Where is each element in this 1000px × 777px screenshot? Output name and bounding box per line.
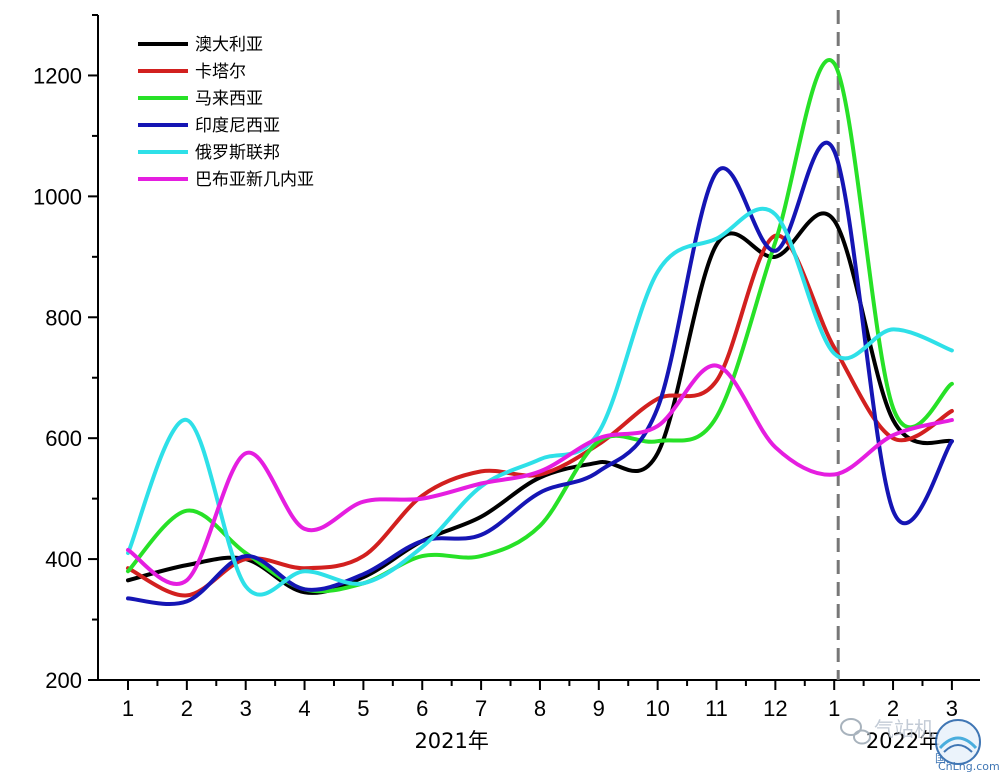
watermark-text: 气站机 xyxy=(874,717,934,741)
x-tick-label: 6 xyxy=(416,696,428,721)
series-line-5 xyxy=(126,206,954,597)
series-line-3 xyxy=(126,58,954,594)
wechat-icon xyxy=(840,718,871,745)
y-tick-label: 600 xyxy=(45,426,82,451)
series-line-4 xyxy=(126,140,954,606)
series-line-6 xyxy=(126,363,954,586)
x-tick-label: 7 xyxy=(475,696,487,721)
legend-label: 马来西亚 xyxy=(195,89,263,109)
x-tick-label: 8 xyxy=(534,696,546,721)
y-tick-label: 200 xyxy=(45,668,82,693)
legend-label: 澳大利亚 xyxy=(195,35,263,55)
y-tick-label: 1000 xyxy=(33,184,82,209)
logo-text: CnLng.com xyxy=(938,760,1000,773)
legend-label: 卡塔尔 xyxy=(195,62,246,82)
x-tick-label: 12 xyxy=(763,696,787,721)
series-layer xyxy=(126,58,954,606)
x-tick-label: 5 xyxy=(357,696,369,721)
y-tick-label: 800 xyxy=(45,305,82,330)
legend-label: 俄罗斯联邦 xyxy=(195,143,280,163)
x-tick-label: 3 xyxy=(946,696,958,721)
series-line-1 xyxy=(126,211,954,595)
x-tick-label: 10 xyxy=(645,696,669,721)
watermark: 气站机 国际 CnLng.com xyxy=(840,717,1000,773)
x-tick-label: 9 xyxy=(593,696,605,721)
y-tick-label: 400 xyxy=(45,547,82,572)
cnlng-logo: CnLng.com xyxy=(935,719,1000,773)
x-group-labels: 2021年 2022年 xyxy=(414,729,940,753)
x-tick-label: 2 xyxy=(887,696,899,721)
x-group-label: 2022年 xyxy=(866,729,940,753)
x-group-label: 2021年 xyxy=(414,729,488,753)
legend-label: 巴布亚新几内亚 xyxy=(195,170,314,190)
series-line-2 xyxy=(126,233,954,598)
x-tick-label: 2 xyxy=(181,696,193,721)
x-tick-label: 1 xyxy=(122,696,134,721)
y-tick-label: 1200 xyxy=(33,63,82,88)
x-tick-label: 3 xyxy=(240,696,252,721)
x-tick-label: 1 xyxy=(828,696,840,721)
x-tick-label: 11 xyxy=(705,696,728,721)
x-tick-label: 4 xyxy=(298,696,310,721)
legend-label: 印度尼西亚 xyxy=(195,116,280,136)
